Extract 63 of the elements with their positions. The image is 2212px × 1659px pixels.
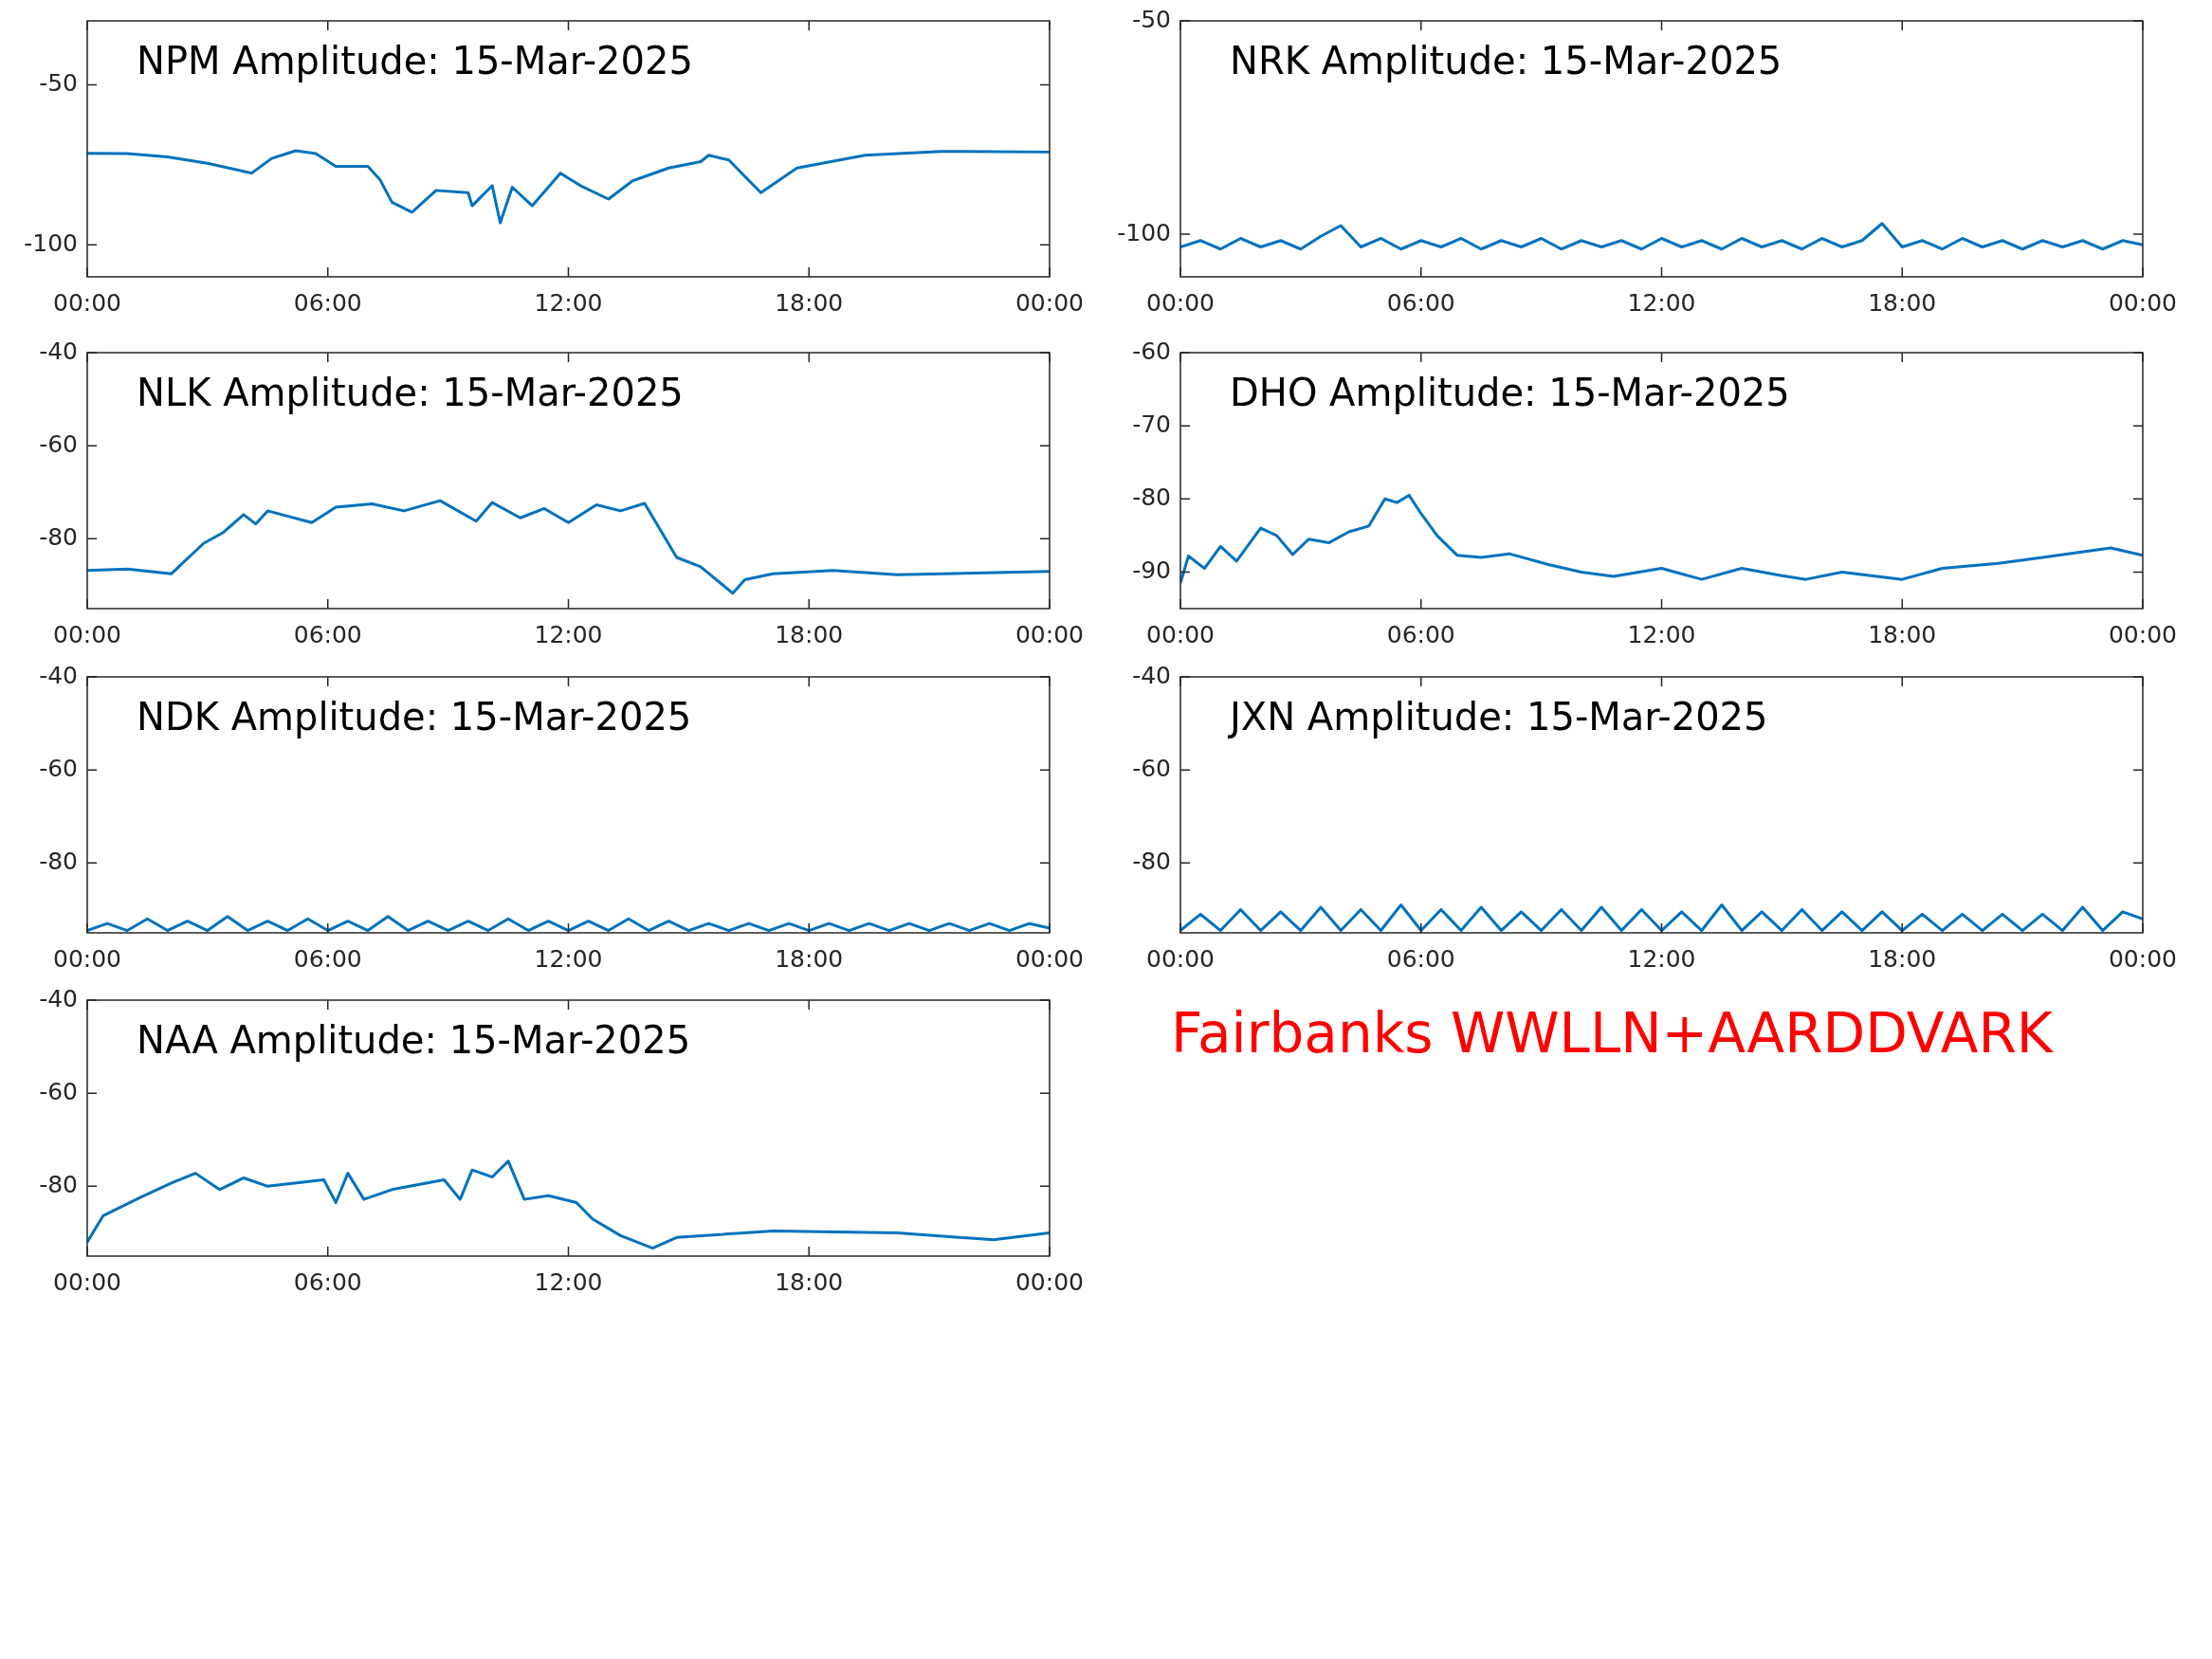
x-tick-label: 12:00	[1627, 944, 1696, 973]
y-tick-label: -100	[1117, 218, 1171, 246]
y-tick-label: -80	[39, 847, 78, 875]
x-tick-label: 18:00	[775, 1267, 844, 1296]
y-tick-label: -70	[1132, 410, 1171, 438]
y-tick-label: -60	[39, 1077, 78, 1105]
x-tick-label: 06:00	[1386, 288, 1455, 317]
y-tick-label: -60	[39, 754, 78, 782]
text: NDK Amplitude: 15-Mar-2025	[137, 695, 692, 738]
text: JXN Amplitude: 15-Mar-2025	[1227, 695, 1768, 738]
x-tick-label: 12:00	[534, 944, 603, 973]
x-tick-label: 12:00	[534, 620, 603, 648]
x-tick-label: 00:00	[1145, 288, 1216, 317]
x-tick-label: 00:00	[1145, 944, 1216, 973]
y-tick-label: -60	[1132, 337, 1171, 365]
text: Fairbanks WWLLN+AARDDVARK	[1171, 1001, 2053, 1066]
y-tick-label: -40	[39, 984, 78, 1012]
text: NAA Amplitude: 15-Mar-2025	[137, 1018, 691, 1062]
x-tick-label: 18:00	[775, 620, 844, 648]
x-tick-label: 06:00	[293, 944, 362, 973]
x-tick-label: 12:00	[1627, 620, 1696, 648]
x-tick-label: 12:00	[1627, 288, 1696, 317]
x-tick-label: 12:00	[534, 288, 603, 317]
y-tick-label: -50	[39, 69, 78, 97]
x-tick-label: 06:00	[293, 620, 362, 648]
x-tick-label: 06:00	[1386, 620, 1455, 648]
x-tick-label: 00:00	[1015, 620, 1084, 648]
x-tick-label: 00:00	[1015, 288, 1084, 317]
y-tick-label: -50	[1132, 5, 1171, 33]
x-tick-label: 00:00	[2108, 288, 2177, 317]
y-tick-label: -40	[39, 337, 78, 365]
text: NPM Amplitude: 15-Mar-2025	[137, 39, 693, 82]
x-tick-label: 00:00	[1145, 620, 1216, 648]
text: NLK Amplitude: 15-Mar-2025	[137, 371, 684, 414]
x-tick-label: 18:00	[1868, 288, 1937, 317]
y-tick-label: -60	[39, 429, 78, 458]
y-tick-label: -90	[1132, 556, 1171, 584]
x-tick-label: 06:00	[293, 288, 362, 317]
x-tick-label: 00:00	[52, 620, 122, 648]
x-tick-label: 00:00	[2108, 620, 2177, 648]
y-tick-label: -80	[39, 1170, 78, 1198]
x-tick-label: 12:00	[534, 1267, 603, 1296]
y-tick-label: -60	[1132, 754, 1171, 782]
text: NRK Amplitude: 15-Mar-2025	[1230, 39, 1782, 82]
x-tick-label: 00:00	[52, 1267, 122, 1296]
y-tick-label: -80	[1132, 483, 1171, 511]
x-tick-label: 06:00	[1386, 944, 1455, 973]
x-tick-label: 00:00	[1015, 1267, 1084, 1296]
x-tick-label: 18:00	[775, 288, 844, 317]
y-tick-label: -100	[24, 228, 78, 257]
x-tick-label: 00:00	[52, 944, 122, 973]
y-tick-label: -80	[1132, 847, 1171, 875]
x-tick-label: 00:00	[2108, 944, 2177, 973]
x-tick-label: 06:00	[293, 1267, 362, 1296]
x-tick-label: 18:00	[1868, 620, 1937, 648]
y-tick-label: -40	[1132, 661, 1171, 689]
x-tick-label: 00:00	[52, 288, 122, 317]
y-tick-label: -40	[39, 661, 78, 689]
x-tick-label: 00:00	[1015, 944, 1084, 973]
x-tick-label: 18:00	[775, 944, 844, 973]
text: DHO Amplitude: 15-Mar-2025	[1230, 371, 1790, 414]
y-tick-label: -80	[39, 522, 78, 551]
x-tick-label: 18:00	[1868, 944, 1937, 973]
